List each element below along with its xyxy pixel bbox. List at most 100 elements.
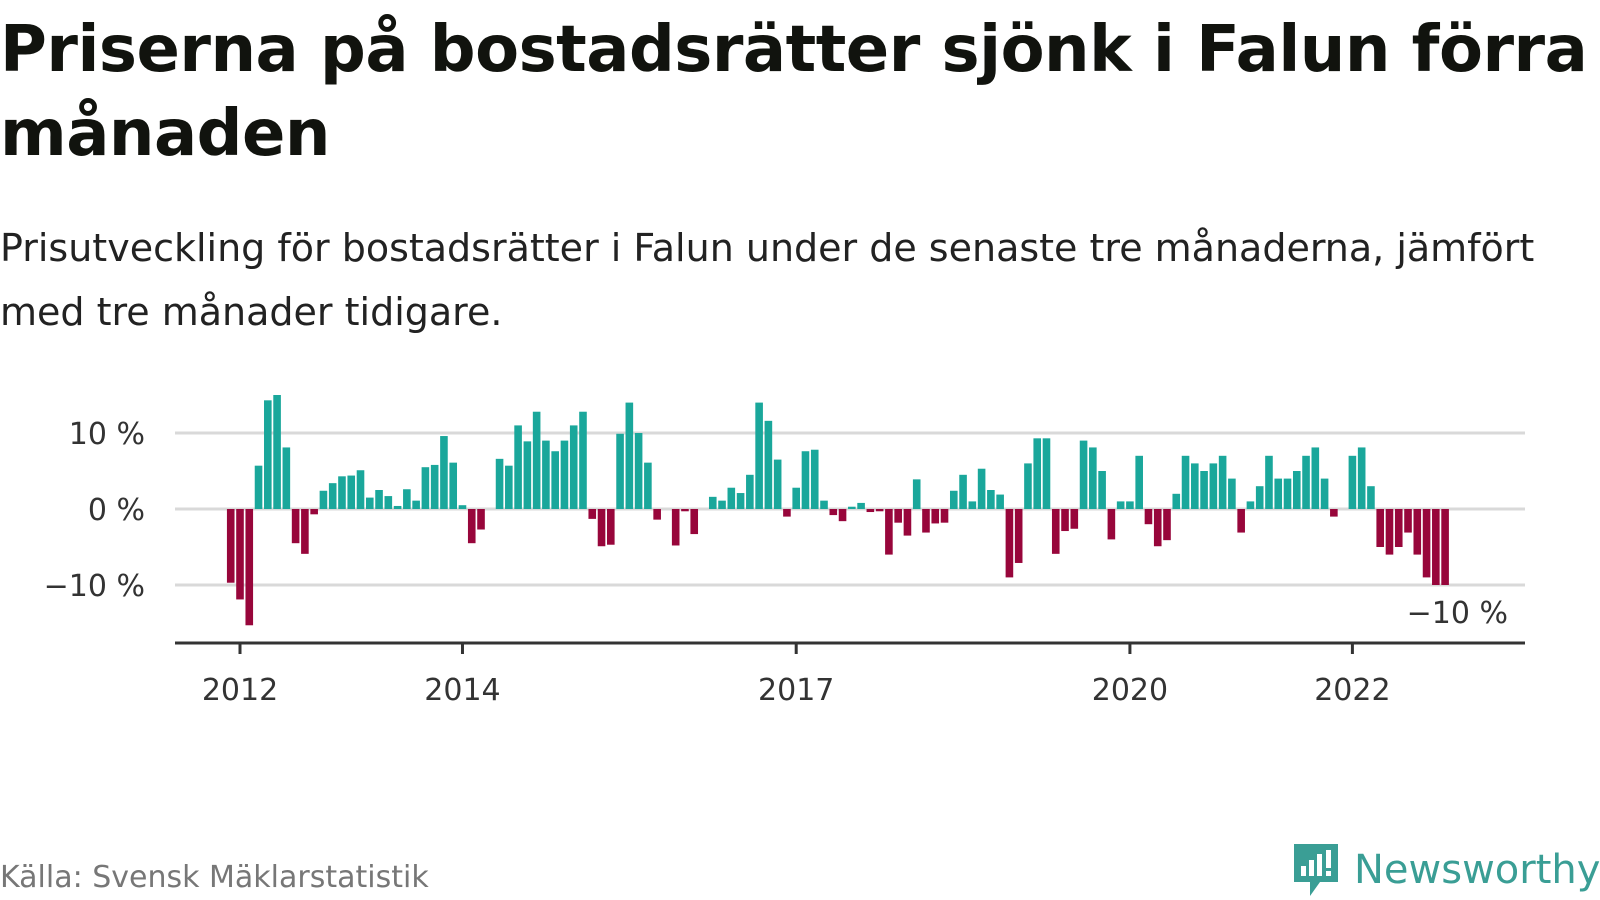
bar bbox=[1153, 509, 1162, 547]
bar bbox=[1265, 455, 1273, 509]
bar bbox=[671, 509, 680, 546]
bar bbox=[328, 483, 337, 509]
y-tick-label: −10 % bbox=[44, 569, 145, 604]
bar bbox=[403, 489, 411, 509]
bar bbox=[1079, 440, 1088, 509]
bar bbox=[1218, 455, 1227, 509]
bar bbox=[968, 501, 977, 509]
bar bbox=[514, 425, 522, 509]
bar bbox=[495, 458, 504, 509]
bar bbox=[810, 449, 819, 509]
bar bbox=[866, 509, 875, 513]
bar bbox=[1005, 509, 1014, 578]
bar bbox=[755, 402, 763, 509]
bars bbox=[226, 395, 1449, 626]
bar bbox=[1107, 509, 1116, 540]
bar bbox=[773, 459, 782, 509]
bar bbox=[857, 502, 865, 509]
bar bbox=[226, 509, 235, 583]
bar bbox=[912, 479, 921, 509]
bar bbox=[987, 490, 995, 509]
bar bbox=[467, 509, 476, 544]
bar bbox=[579, 411, 587, 509]
bar bbox=[1330, 509, 1338, 517]
bar bbox=[347, 475, 356, 509]
bar bbox=[1367, 486, 1375, 509]
bar bbox=[449, 462, 458, 509]
newsworthy-logo: Newsworthy bbox=[1290, 840, 1600, 900]
bar bbox=[1209, 463, 1218, 509]
bar bbox=[1144, 509, 1153, 525]
bar bbox=[505, 465, 513, 509]
bar bbox=[393, 505, 402, 509]
bar bbox=[1042, 438, 1051, 509]
bar bbox=[820, 500, 828, 509]
bar bbox=[931, 509, 940, 524]
bar bbox=[718, 500, 726, 509]
y-tick-label: 10 % bbox=[69, 417, 145, 452]
bar bbox=[1320, 478, 1329, 509]
x-tick-label: 2020 bbox=[1092, 673, 1168, 708]
bar bbox=[848, 506, 856, 509]
bar-chart: 10 % 0 % −10 % 2012 2014 2017 2020 2022 −10 % bbox=[44, 395, 1525, 708]
bar bbox=[1376, 509, 1385, 547]
bar bbox=[1126, 501, 1134, 509]
bar bbox=[588, 509, 597, 519]
bar bbox=[356, 470, 365, 509]
bar bbox=[1404, 509, 1412, 533]
bar bbox=[569, 425, 578, 509]
bar bbox=[1311, 447, 1320, 509]
y-tick-label: 0 % bbox=[88, 493, 145, 528]
bar bbox=[319, 490, 328, 509]
bar bbox=[1255, 486, 1264, 509]
bar bbox=[1200, 471, 1208, 509]
bar bbox=[885, 509, 893, 555]
logo-text: Newsworthy bbox=[1354, 847, 1600, 893]
bar bbox=[949, 490, 958, 509]
x-tick-label: 2022 bbox=[1314, 673, 1390, 708]
bar bbox=[1228, 478, 1236, 509]
bar bbox=[542, 440, 550, 509]
bar bbox=[977, 468, 986, 509]
bar bbox=[644, 462, 652, 509]
bar bbox=[1051, 509, 1060, 554]
bar bbox=[1357, 447, 1366, 509]
bar bbox=[838, 509, 847, 522]
bar bbox=[236, 509, 244, 600]
bar bbox=[690, 509, 699, 535]
bar bbox=[959, 474, 967, 509]
bar bbox=[477, 509, 485, 530]
bar bbox=[301, 509, 309, 554]
bar bbox=[458, 505, 467, 509]
bar bbox=[1348, 455, 1357, 509]
bar bbox=[597, 509, 606, 547]
bar bbox=[560, 440, 569, 509]
x-tick-label: 2017 bbox=[758, 673, 834, 708]
bar bbox=[412, 500, 420, 509]
bar bbox=[254, 465, 263, 509]
bar bbox=[1283, 478, 1292, 509]
bar bbox=[894, 509, 902, 523]
bar bbox=[421, 467, 430, 509]
bar bbox=[1070, 509, 1079, 529]
bar bbox=[634, 433, 643, 509]
bar bbox=[801, 451, 810, 509]
bar bbox=[653, 509, 661, 520]
bar bbox=[727, 487, 736, 509]
bar bbox=[1061, 509, 1069, 532]
bar bbox=[783, 509, 791, 517]
bar bbox=[523, 441, 532, 509]
bar bbox=[264, 400, 272, 509]
bar bbox=[792, 487, 800, 509]
bar bbox=[1098, 471, 1106, 509]
bar bbox=[1292, 471, 1301, 509]
x-axis bbox=[175, 641, 1525, 654]
bar bbox=[1237, 509, 1245, 533]
bar bbox=[616, 433, 624, 509]
bar bbox=[1089, 447, 1097, 509]
bar bbox=[375, 490, 383, 509]
bar bbox=[1274, 478, 1283, 509]
bar bbox=[1191, 463, 1199, 509]
bar bbox=[1246, 501, 1255, 509]
bar bbox=[282, 447, 291, 509]
